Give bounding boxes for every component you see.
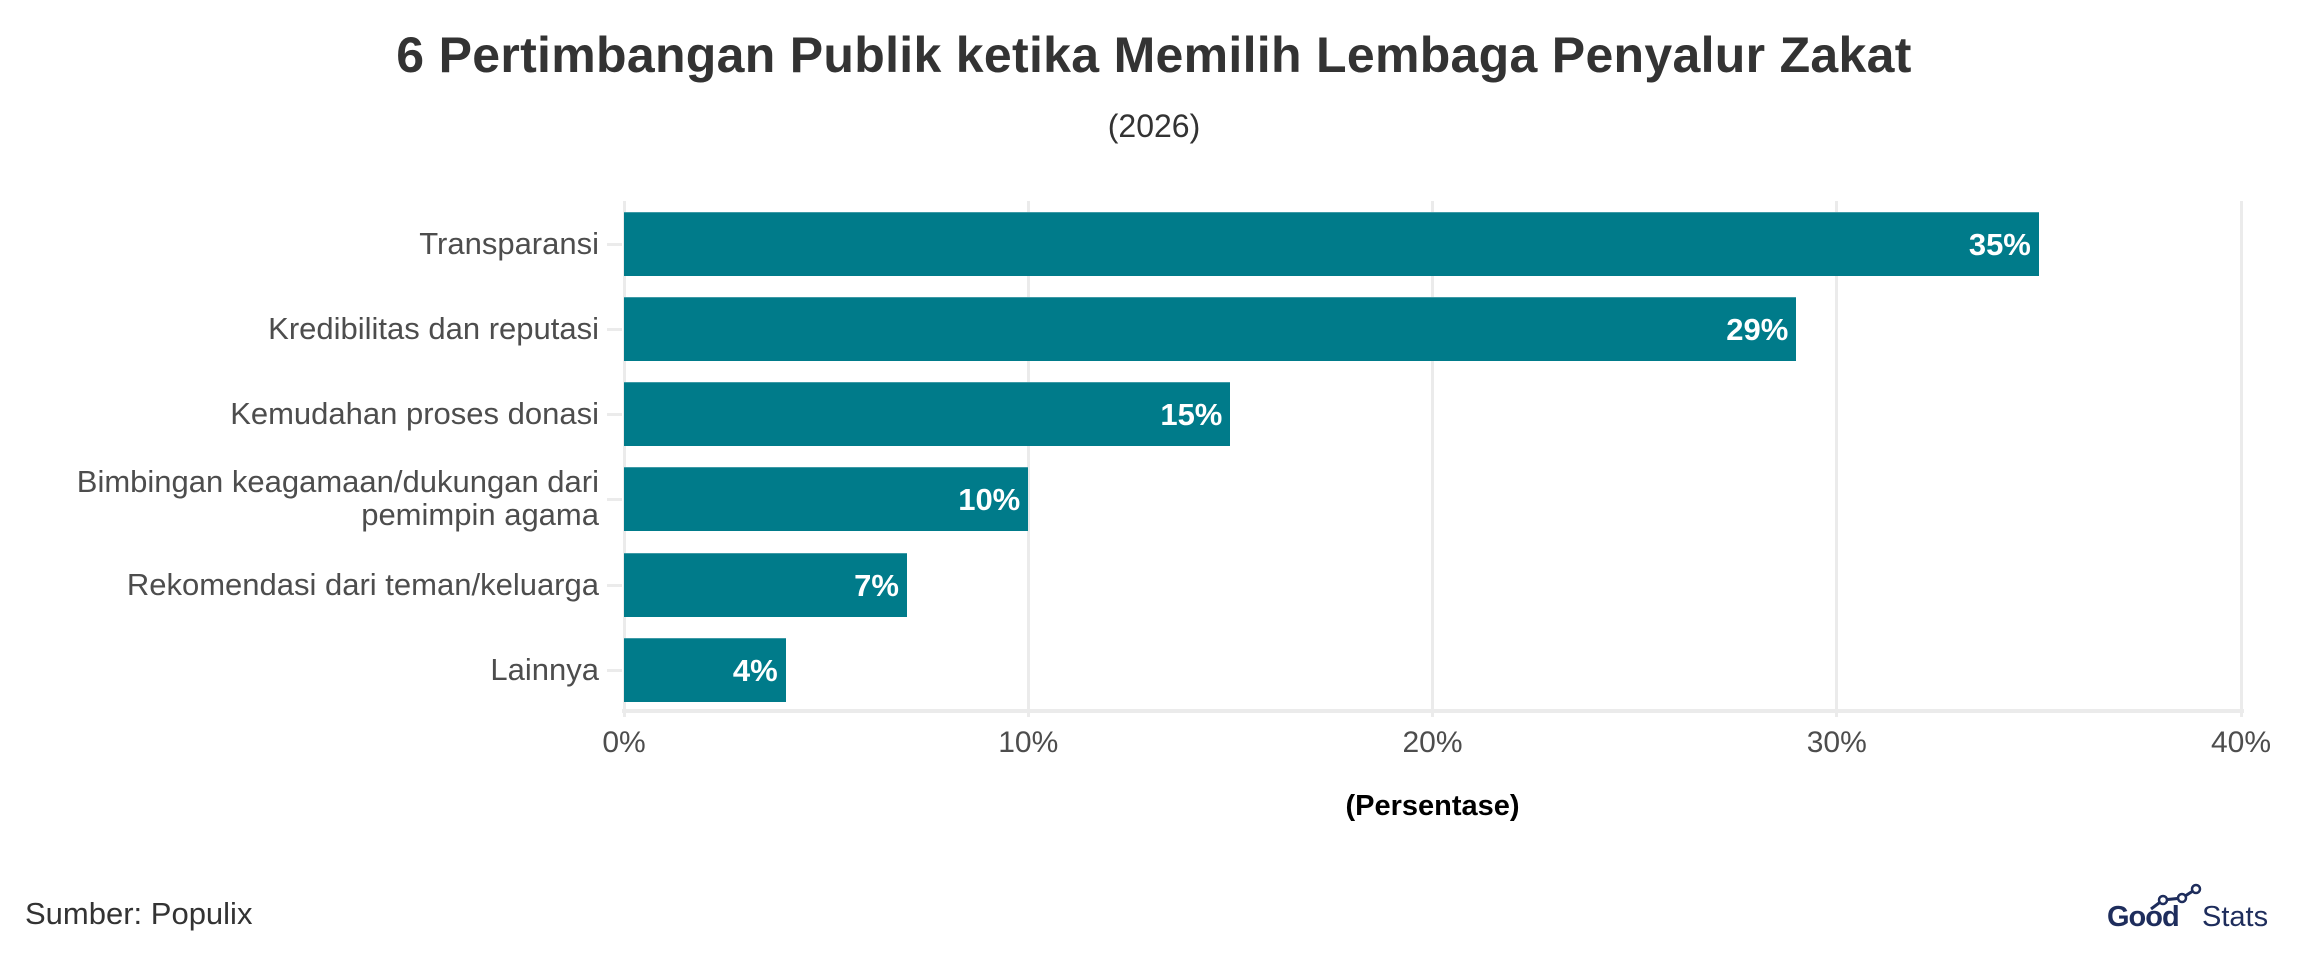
logo-text-good: Good [2107, 901, 2180, 933]
category-label: Lainnya [490, 653, 599, 686]
x-tick-label: 30% [1806, 726, 1867, 759]
x-axis-title: (Persentase) [1345, 790, 1520, 822]
category-label-line: Kredibilitas dan reputasi [268, 310, 599, 346]
y-tick [607, 413, 622, 416]
category-label: Bimbingan keagamaan/dukungan dari pemimpi… [77, 465, 599, 531]
x-tick-label: 10% [998, 726, 1059, 759]
bar: 10% [624, 467, 1029, 531]
gridline-x [1835, 201, 1839, 717]
logo-text-stats: Stats [2202, 901, 2269, 933]
bar-value-label: 7% [854, 568, 899, 603]
bar: 15% [624, 382, 1231, 446]
line-chart-icon [2150, 883, 2202, 911]
category-label-line: pemimpin agama [361, 497, 599, 532]
category-label-line: Transparansi [419, 225, 599, 261]
category-label-line: Rekomendasi dari teman/keluarga [126, 566, 599, 602]
chart-title: 6 Pertimbangan Publik ketika Memilih Lem… [396, 27, 1912, 83]
y-tick [607, 498, 622, 501]
x-tick-label: 20% [1402, 726, 1463, 759]
category-label-line: Kemudahan proses donasi [230, 395, 599, 431]
category-label: Kemudahan proses donasi [230, 397, 599, 430]
bar: 7% [624, 553, 907, 617]
bar-value-label: 35% [1968, 227, 2031, 262]
x-tick-label: 0% [602, 726, 646, 759]
bar: 4% [624, 638, 786, 702]
bar-value-label: 15% [1160, 397, 1223, 432]
y-tick [607, 328, 622, 331]
bar-value-label: 10% [958, 482, 1021, 517]
bar-value-label: 29% [1726, 312, 1789, 347]
gridline-x [2239, 201, 2243, 717]
goodstats-logo: Good Stats [2105, 882, 2290, 933]
bar: 35% [624, 212, 2039, 276]
bar-value-label: 4% [732, 653, 778, 688]
y-tick [607, 243, 622, 246]
chart-subtitle: (2026) [1107, 108, 1201, 144]
category-label: Kredibilitas dan reputasi [268, 312, 599, 345]
gridline-x [1431, 201, 1434, 717]
category-label-line: Bimbingan keagamaan/dukungan dari [76, 464, 599, 499]
gridline-x [1026, 201, 1030, 717]
y-tick [607, 669, 622, 672]
source-note: Sumber: Populix [25, 896, 253, 931]
category-label-line: Lainnya [490, 651, 599, 687]
x-tick-label: 40% [2210, 726, 2272, 759]
x-axis-line [622, 709, 2244, 713]
bar: 29% [624, 297, 1797, 361]
category-label: Rekomendasi dari teman/keluarga [127, 568, 599, 601]
category-label: Transparansi [419, 227, 599, 260]
gridline-x [622, 201, 626, 717]
y-tick [607, 584, 622, 587]
